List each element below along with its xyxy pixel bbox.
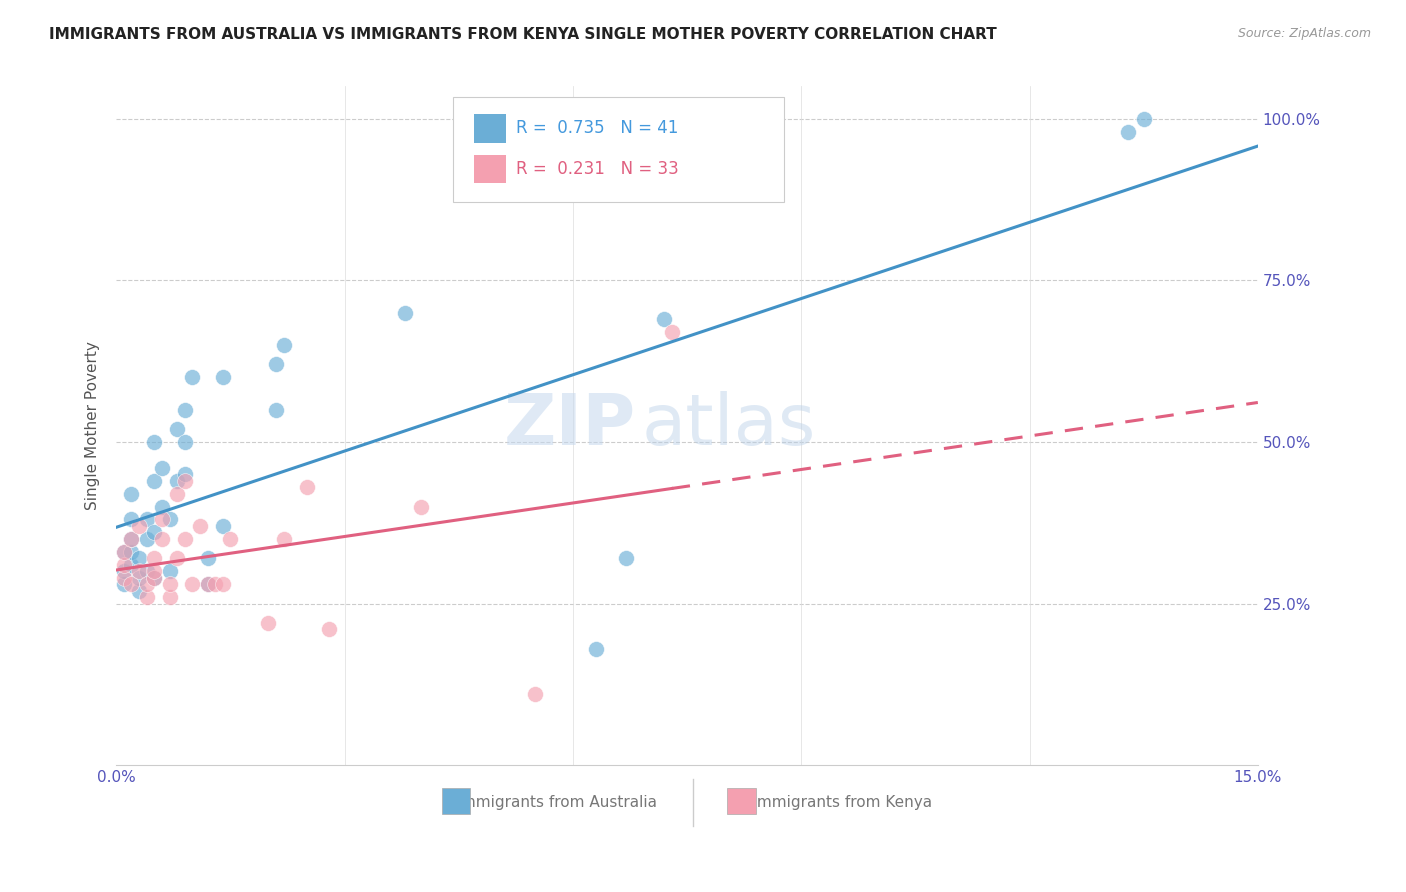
Point [181,370,204,384]
Point [159,564,181,578]
Point [1118,125,1140,139]
Text: R =  0.735   N = 41: R = 0.735 N = 41 [516,120,678,137]
Point [273,532,295,546]
Point [318,623,340,637]
Point [181,577,204,591]
Text: Source: ZipAtlas.com: Source: ZipAtlas.com [1237,27,1371,40]
Point [166,551,188,566]
Point [173,402,195,417]
Point [197,577,219,591]
Bar [441,789,470,814]
Point [112,577,135,591]
Point [112,571,135,585]
Point [211,519,233,533]
Point [135,590,157,604]
Point [135,564,157,578]
Point [257,615,280,630]
Point [121,577,143,591]
Point [143,564,166,578]
Point [652,312,675,326]
Point [128,519,150,533]
Point [128,564,150,578]
Point [166,474,188,488]
Point [166,486,188,500]
Point [128,583,150,598]
Bar [727,789,755,814]
Point [409,500,432,514]
Point [173,467,195,482]
Point [159,577,181,591]
Point [264,402,287,417]
Point [121,512,143,526]
Point [614,551,637,566]
Y-axis label: Single Mother Poverty: Single Mother Poverty [86,342,100,510]
Point [143,551,166,566]
Point [121,545,143,559]
Point [135,512,157,526]
Point [121,532,143,546]
Bar [474,155,506,184]
Point [211,370,233,384]
Point [173,474,195,488]
Point [143,571,166,585]
Point [150,500,173,514]
Text: ZIP: ZIP [503,392,636,460]
Point [295,480,318,494]
Point [166,422,188,436]
Point [159,512,181,526]
Point [121,486,143,500]
Point [143,434,166,449]
Point [112,558,135,572]
Point [585,641,607,656]
Text: IMMIGRANTS FROM AUSTRALIA VS IMMIGRANTS FROM KENYA SINGLE MOTHER POVERTY CORRELA: IMMIGRANTS FROM AUSTRALIA VS IMMIGRANTS … [49,27,997,42]
Point [523,687,546,701]
Point [159,590,181,604]
Point [197,577,219,591]
Point [143,571,166,585]
Point [121,558,143,572]
Point [661,325,683,339]
Point [188,519,211,533]
Point [128,571,150,585]
Point [197,551,219,566]
Point [150,532,173,546]
Point [173,434,195,449]
Text: atlas: atlas [641,392,815,460]
Point [128,551,150,566]
Point [173,532,195,546]
Point [264,357,287,371]
Point [273,338,295,352]
Point [121,532,143,546]
Point [150,460,173,475]
Point [394,305,416,319]
Point [112,545,135,559]
Point [143,474,166,488]
Bar [474,114,506,143]
Text: Immigrants from Kenya: Immigrants from Kenya [728,795,932,810]
Point [219,532,242,546]
Point [112,545,135,559]
Point [204,577,226,591]
Point [112,564,135,578]
Point [135,532,157,546]
Point [135,577,157,591]
Point [150,512,173,526]
Point [211,577,233,591]
Text: R =  0.231   N = 33: R = 0.231 N = 33 [516,161,679,178]
Point [143,525,166,540]
FancyBboxPatch shape [453,96,785,202]
Point [1132,112,1154,126]
Text: Immigrants from Australia: Immigrants from Australia [432,795,657,810]
